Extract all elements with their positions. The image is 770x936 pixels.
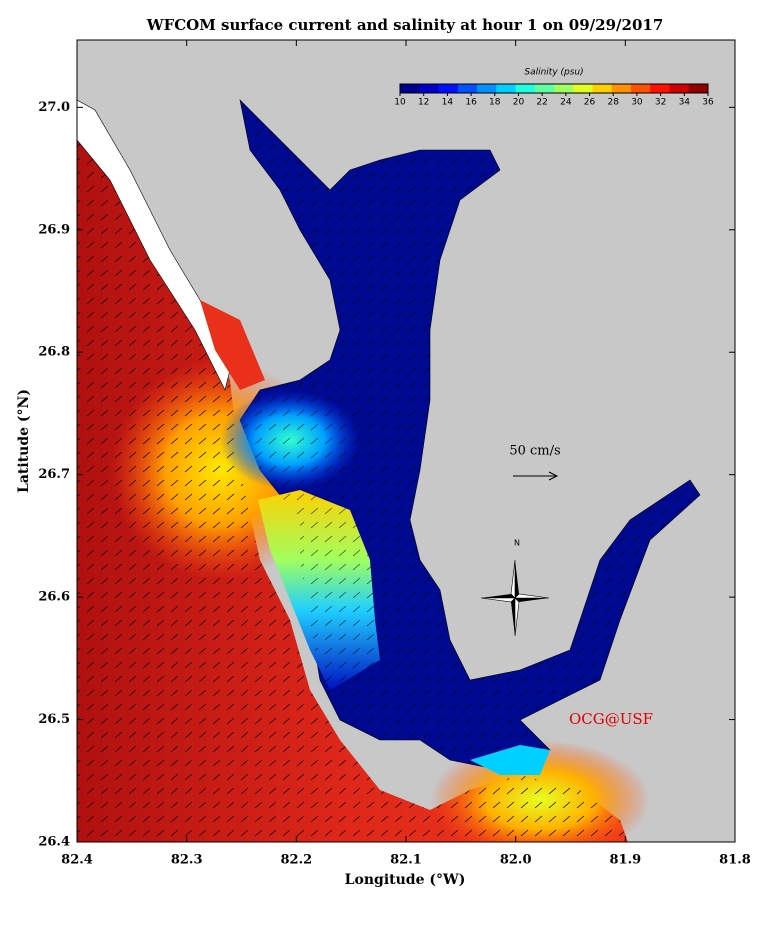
- color-bin: [534, 84, 555, 93]
- color-bin: [573, 84, 593, 93]
- color-bin: [477, 84, 497, 93]
- colorbar-tick-label: 16: [465, 98, 477, 108]
- lemon-bay: [200, 300, 265, 390]
- colorbar-tick-label: 22: [536, 98, 547, 108]
- colorbar-frame: [399, 83, 709, 94]
- y-tick-label: 26.4: [38, 835, 70, 850]
- x-tick-label: 82.3: [171, 853, 203, 868]
- color-bin: [496, 84, 516, 93]
- colorbar-tick-label: 24: [560, 98, 572, 108]
- x-tick-label: 82.4: [61, 853, 93, 868]
- colorbar-tick-label: 34: [679, 98, 691, 108]
- colorbar-tick-label: 10: [394, 98, 406, 108]
- y-tick-label: 26.7: [38, 467, 70, 482]
- color-bin: [438, 84, 459, 93]
- color-bin: [419, 84, 439, 93]
- colorbar-tick-label: 30: [631, 98, 643, 108]
- colorbar-label: Salinity (psu): [524, 68, 583, 78]
- x-tick-label: 82.2: [280, 853, 312, 868]
- color-bin: [554, 84, 574, 93]
- scale-arrow: 50 cm/s: [509, 444, 561, 481]
- color-bin: [400, 84, 420, 93]
- credit: OCG@USF: [569, 710, 653, 728]
- barrier-islands: [77, 99, 231, 391]
- y-tick-label: 27.0: [38, 100, 70, 115]
- color-bin: [457, 84, 478, 93]
- colorbar-tick-label: 20: [513, 98, 525, 108]
- colorbar-tick-label: 32: [655, 98, 666, 108]
- y-tick-label: 26.5: [38, 712, 70, 727]
- colorbar-tick-label: 12: [418, 98, 429, 108]
- color-bin: [515, 84, 536, 93]
- caloosahatchee-mouth: [470, 745, 550, 775]
- colorbar-tick-label: 26: [584, 98, 596, 108]
- gulf-currents: [77, 128, 628, 842]
- scale-arrow-head: [548, 471, 559, 481]
- colorbar-tick-label: 28: [608, 98, 620, 108]
- x-tick-label: 82.1: [390, 853, 422, 868]
- color-bin: [631, 84, 651, 93]
- colorbar: Salinity (psu) 10 12 14 16 18 20 22 24 26 28 30 32 3…: [394, 68, 714, 108]
- colorbar-tick-label: 14: [442, 98, 454, 108]
- harbor-currents: [240, 100, 700, 770]
- map-body: [77, 40, 735, 842]
- color-bin: [669, 84, 690, 93]
- x-tick-label: 81.9: [609, 853, 641, 868]
- y-tick-label: 26.9: [38, 222, 70, 237]
- color-bin: [650, 84, 670, 93]
- color-bin: [688, 84, 709, 93]
- color-bin: [611, 84, 632, 93]
- x-tick-label: 81.8: [719, 853, 751, 868]
- compass: N: [480, 539, 550, 637]
- map-title: WFCOM surface current and salinity at ho…: [146, 16, 664, 34]
- y-axis-label: Latitude (°N): [16, 389, 32, 493]
- y-tick-label: 26.8: [38, 345, 70, 360]
- colorbar-tick-label: 18: [489, 98, 501, 108]
- north-label: N: [514, 539, 520, 548]
- x-tick-label: 82.0: [500, 853, 532, 868]
- scale-label: 50 cm/s: [509, 444, 560, 459]
- x-axis-label: Longitude (°W): [345, 872, 466, 888]
- y-tick-label: 26.6: [38, 590, 70, 605]
- colorbar-tick-label: 36: [702, 98, 714, 108]
- color-bin: [592, 84, 613, 93]
